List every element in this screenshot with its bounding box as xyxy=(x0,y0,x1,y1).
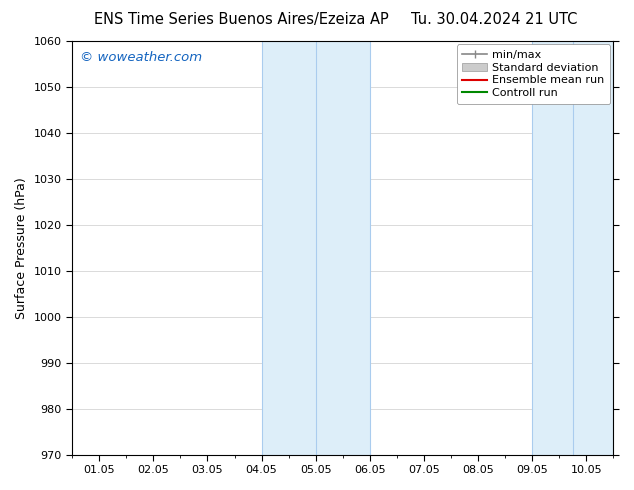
Text: Tu. 30.04.2024 21 UTC: Tu. 30.04.2024 21 UTC xyxy=(411,12,578,27)
Text: ENS Time Series Buenos Aires/Ezeiza AP: ENS Time Series Buenos Aires/Ezeiza AP xyxy=(94,12,388,27)
Bar xyxy=(262,41,370,455)
Y-axis label: Surface Pressure (hPa): Surface Pressure (hPa) xyxy=(15,177,28,318)
Legend: min/max, Standard deviation, Ensemble mean run, Controll run: min/max, Standard deviation, Ensemble me… xyxy=(456,45,610,104)
Bar xyxy=(532,41,614,455)
Text: © woweather.com: © woweather.com xyxy=(81,51,202,64)
